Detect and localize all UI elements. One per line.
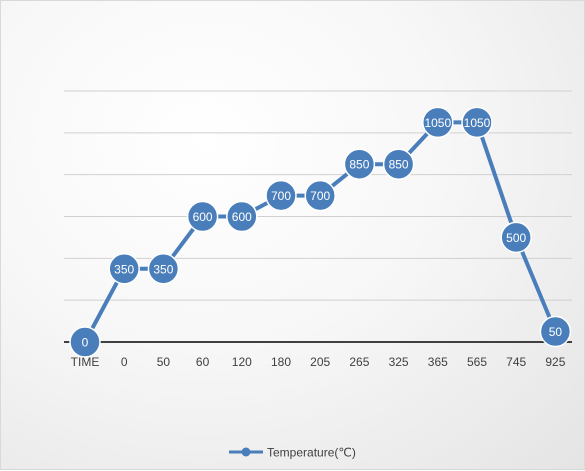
data-label: 350 <box>114 262 134 276</box>
data-point <box>343 148 376 180</box>
data-point <box>108 253 140 285</box>
data-point <box>69 326 101 358</box>
x-tick-label: 745 <box>506 355 526 369</box>
data-label: 500 <box>506 231 526 245</box>
x-tick-label: 120 <box>232 355 252 369</box>
data-label: 1050 <box>424 116 451 130</box>
data-point <box>304 179 336 212</box>
data-label: 850 <box>389 158 409 172</box>
x-tick-label: 565 <box>467 355 487 369</box>
x-tick-label: 265 <box>349 355 369 369</box>
x-tick-label: 925 <box>545 355 565 369</box>
data-label: 350 <box>153 262 173 276</box>
data-label: 1050 <box>464 116 491 130</box>
data-points: 0 350 350 600 600 700 700 850 850 1050 1050 500 50 <box>69 106 572 358</box>
series-line <box>83 120 558 344</box>
data-point <box>265 179 297 212</box>
legend-label: Temperature(℃) <box>267 446 356 460</box>
data-point <box>186 200 219 233</box>
data-label: 700 <box>271 189 291 203</box>
data-point <box>500 221 532 254</box>
x-tick-label: 205 <box>310 355 330 369</box>
data-label: 600 <box>193 210 213 224</box>
legend-marker <box>241 447 251 457</box>
x-axis: TIME 0 50 60 120 180 205 265 325 365 565 745 925 <box>64 341 572 369</box>
data-label: 50 <box>549 325 563 339</box>
gridlines <box>64 90 572 301</box>
legend: Temperature(℃) <box>229 446 356 460</box>
series-line-layer <box>83 120 558 344</box>
data-label: 700 <box>310 189 330 203</box>
data-point <box>382 148 415 180</box>
data-point <box>539 315 572 348</box>
x-tick-label: 180 <box>271 355 291 369</box>
x-tick-label: 60 <box>196 355 210 369</box>
x-tick-label: 50 <box>157 355 171 369</box>
data-point <box>422 106 454 139</box>
data-point <box>461 106 493 139</box>
x-tick-label: 325 <box>389 355 409 369</box>
data-point <box>147 253 180 285</box>
x-tick-label: 365 <box>428 355 448 369</box>
data-label: 0 <box>82 336 89 350</box>
data-label: 600 <box>232 210 252 224</box>
x-tick-label: TIME <box>71 355 100 369</box>
data-point <box>226 200 258 233</box>
data-label: 850 <box>349 158 369 172</box>
x-tick-label: 0 <box>121 355 128 369</box>
